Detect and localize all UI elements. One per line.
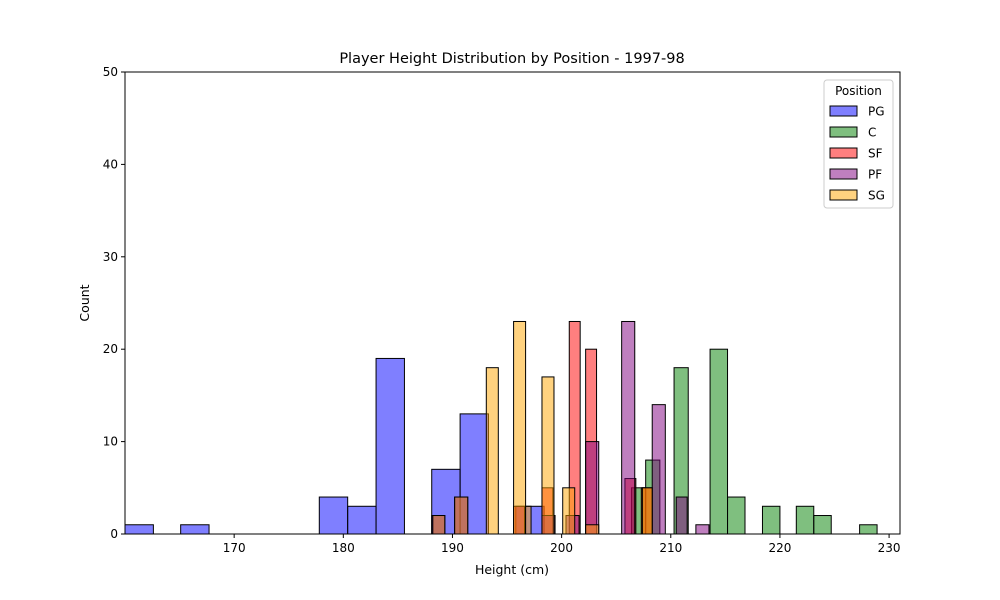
- y-axis-title: Count: [77, 284, 92, 321]
- bar-sg-8: [641, 487, 653, 535]
- bar-sg-2: [485, 367, 499, 535]
- y-axis-ticks: 0 10 20 30 40 50: [103, 65, 125, 541]
- bar-sg-5: [541, 376, 555, 535]
- legend-label-c: C: [868, 126, 876, 140]
- bar-c-8: [859, 524, 878, 535]
- bar-c-5: [761, 505, 781, 535]
- x-tick-label: 220: [768, 541, 791, 555]
- y-tick-label: 10: [103, 435, 118, 449]
- bar-sg-3: [513, 320, 527, 535]
- legend-label-pg: PG: [868, 105, 885, 119]
- legend-swatch-sf: [829, 147, 858, 159]
- bar-sg-7: [585, 524, 600, 535]
- bar-sg-4: [525, 505, 532, 535]
- chart-title: Player Height Distribution by Position -…: [339, 51, 684, 67]
- y-tick-label: 40: [103, 157, 118, 171]
- legend-swatch-pg: [829, 105, 858, 117]
- x-tick-label: 200: [550, 541, 573, 555]
- bar-pf-4: [585, 441, 600, 535]
- legend-swatch-sg: [829, 189, 858, 201]
- bar-pf-5: [621, 320, 636, 535]
- legend-label-pf: PF: [868, 168, 882, 182]
- bar-c-4: [727, 496, 746, 535]
- bar-c-7: [813, 515, 832, 535]
- x-axis-ticks: 170 180 190 200 210 220 230: [223, 534, 901, 555]
- x-axis-title: Height (cm): [475, 562, 549, 577]
- x-tick-label: 170: [223, 541, 246, 555]
- bar-sg-1: [454, 496, 469, 535]
- plot-frame: [124, 71, 901, 535]
- bar-pf-8: [695, 524, 710, 535]
- x-tick-label: 190: [441, 541, 464, 555]
- bar-pg-3: [347, 505, 377, 535]
- bar-pg-2: [318, 496, 349, 535]
- legend-swatch-pf: [829, 168, 858, 180]
- bar-pg-1: [180, 524, 210, 535]
- legend: Position PG C SF PF SG: [823, 79, 894, 209]
- legend-label-sf: SF: [868, 147, 883, 161]
- bars-group: [124, 320, 878, 535]
- x-tick-label: 210: [659, 541, 682, 555]
- bar-c-3: [709, 348, 729, 535]
- y-tick-label: 20: [103, 342, 118, 356]
- legend-swatch-c: [829, 126, 858, 138]
- bar-pf-6: [651, 404, 666, 535]
- y-tick-label: 0: [110, 527, 118, 541]
- legend-label-sg: SG: [868, 189, 885, 203]
- bar-pg-0: [124, 524, 154, 535]
- legend-title: Position: [835, 84, 882, 98]
- y-tick-label: 50: [103, 65, 118, 79]
- bar-sg-0: [432, 515, 446, 535]
- bar-c-6: [795, 505, 815, 535]
- bar-pg-4: [375, 357, 405, 535]
- y-tick-label: 30: [103, 250, 118, 264]
- bar-sg-6: [562, 487, 576, 535]
- x-tick-label: 230: [878, 541, 901, 555]
- bar-pf-7: [675, 496, 688, 535]
- x-tick-label: 180: [332, 541, 355, 555]
